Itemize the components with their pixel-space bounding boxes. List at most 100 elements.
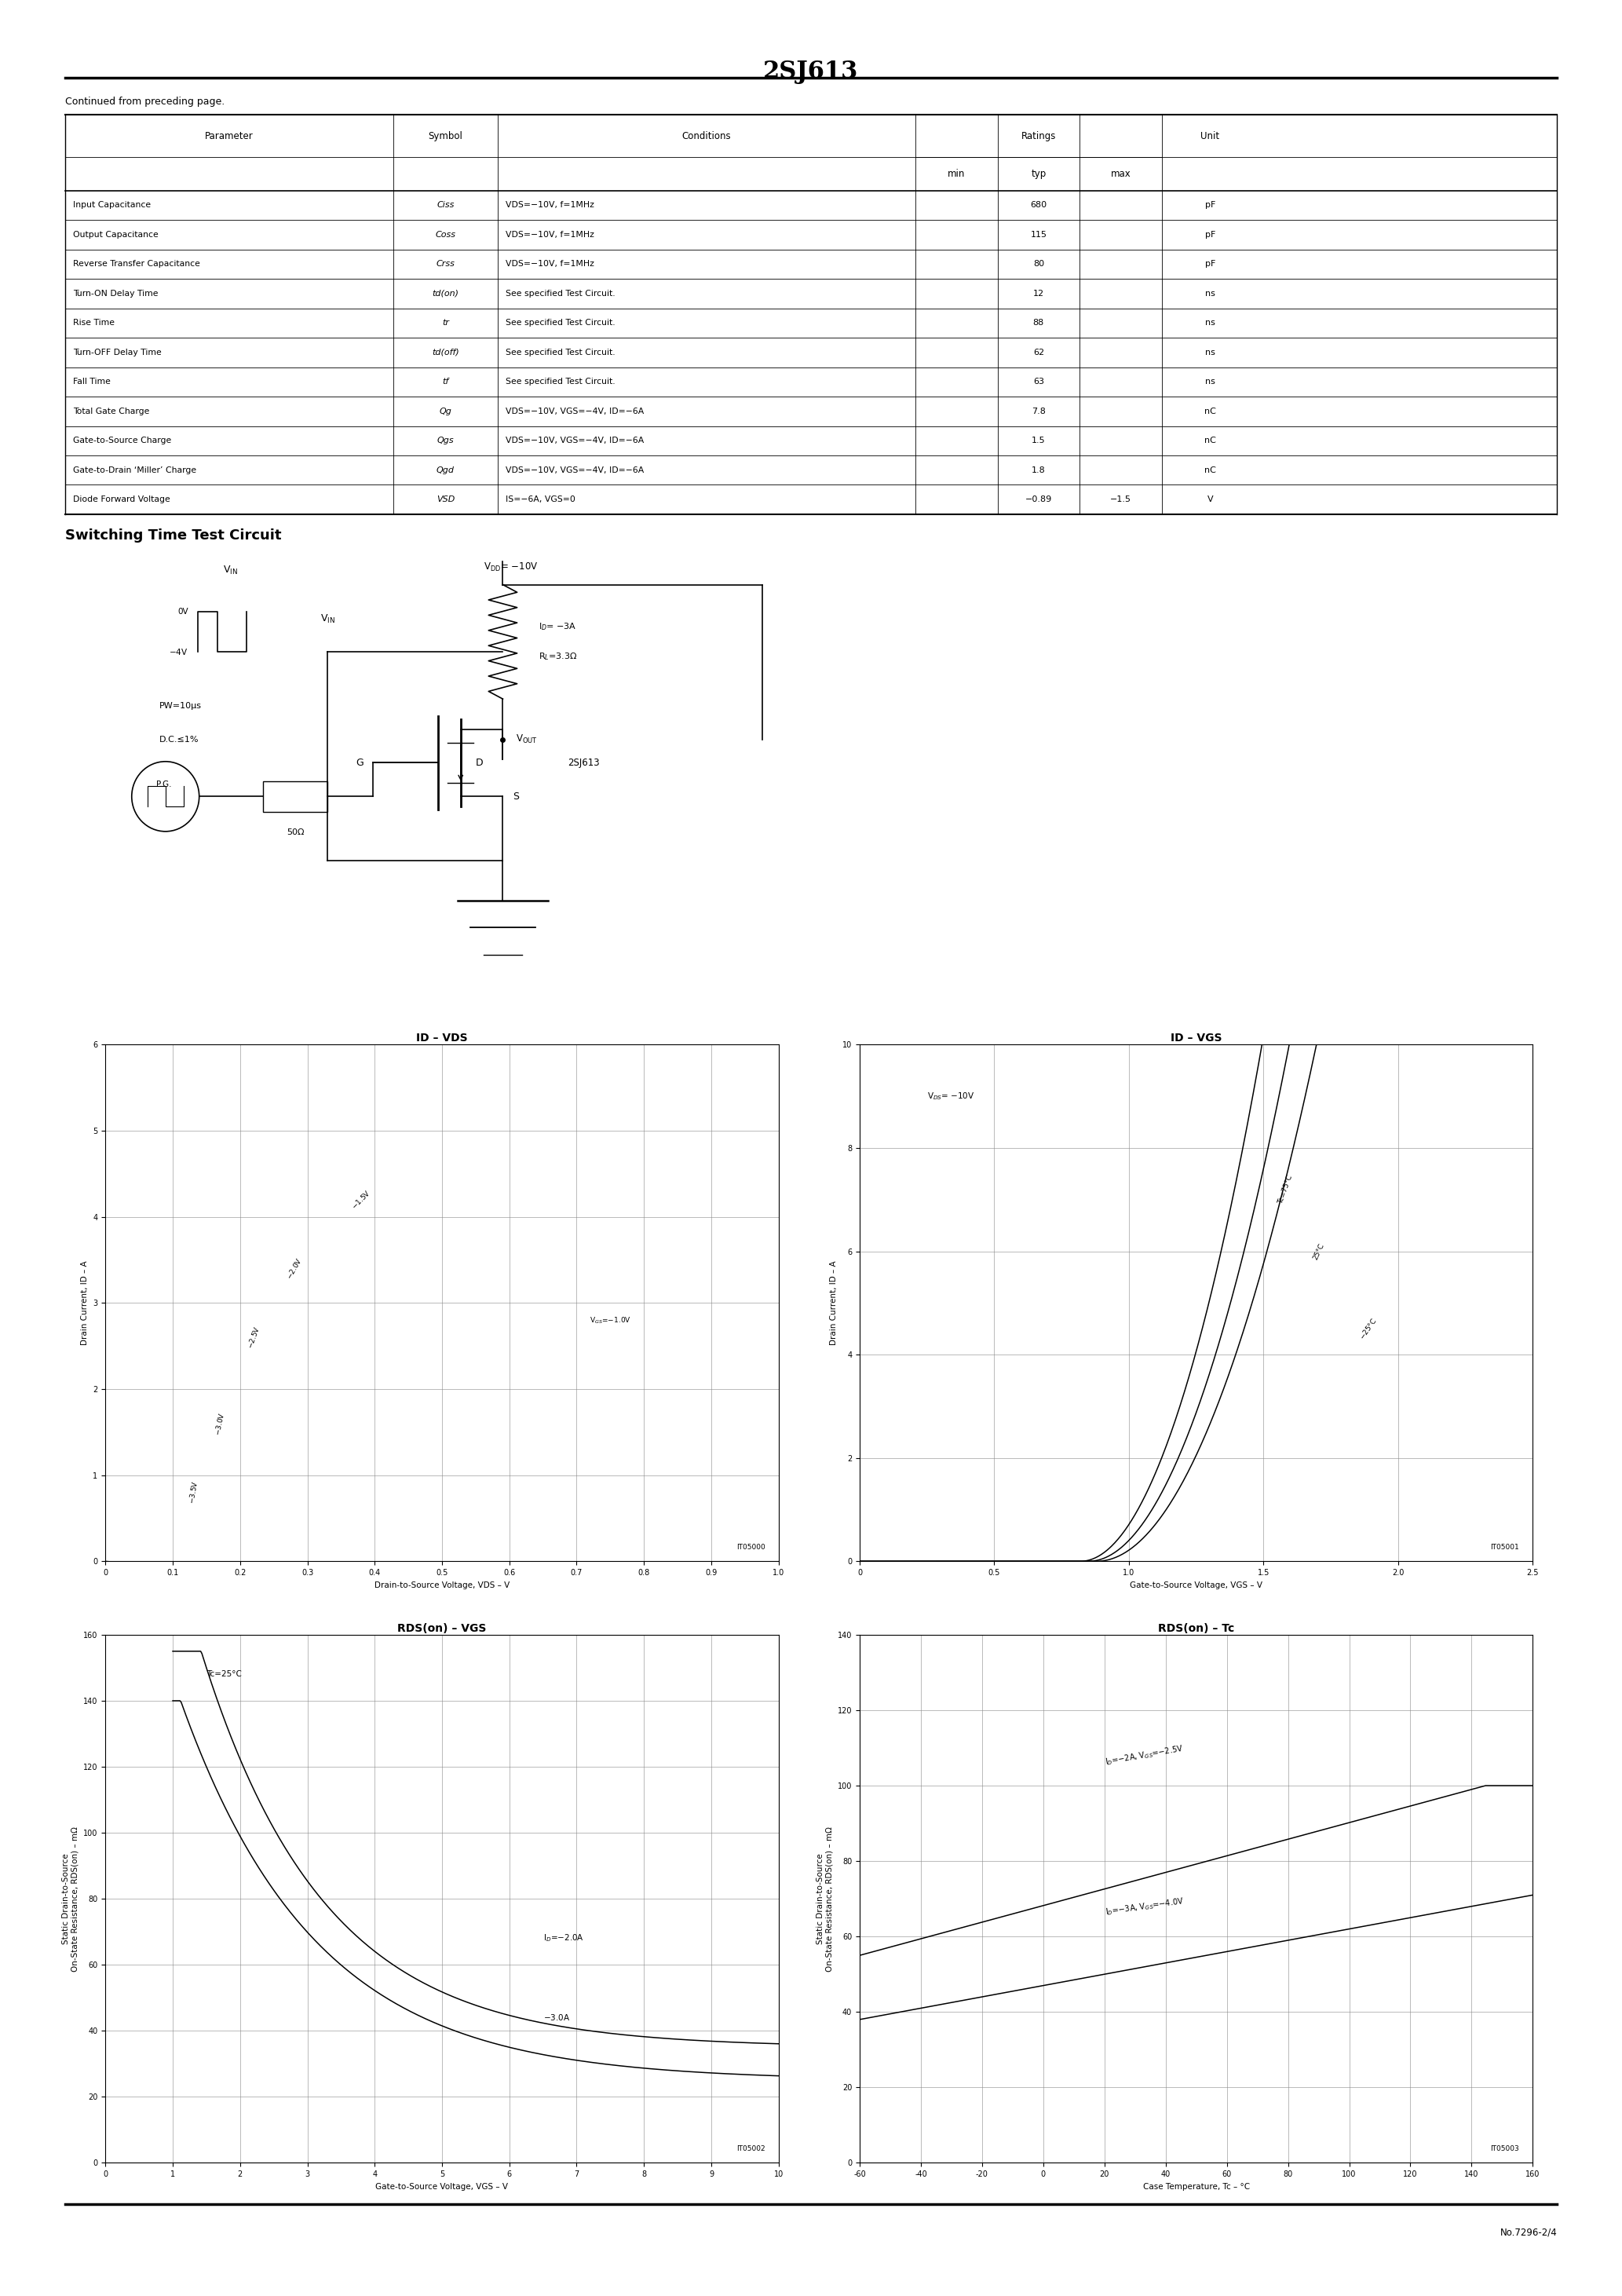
Text: G: G: [355, 758, 363, 767]
Text: VDS=−10V, VGS=−4V, ID=−6A: VDS=−10V, VGS=−4V, ID=−6A: [506, 406, 644, 416]
Text: Tc=25°C: Tc=25°C: [206, 1671, 242, 1678]
Text: See specified Test Circuit.: See specified Test Circuit.: [506, 379, 615, 386]
Text: Qgd: Qgd: [436, 466, 454, 473]
Text: Reverse Transfer Capacitance: Reverse Transfer Capacitance: [73, 259, 200, 269]
Text: Conditions: Conditions: [681, 131, 732, 140]
Text: 88: 88: [1033, 319, 1045, 326]
Text: 63: 63: [1033, 379, 1045, 386]
Text: V$_{GS}$=$-$1.0V: V$_{GS}$=$-$1.0V: [589, 1316, 631, 1325]
Text: typ: typ: [1032, 170, 1046, 179]
Text: Output Capacitance: Output Capacitance: [73, 232, 159, 239]
Text: IT05003: IT05003: [1491, 2144, 1520, 2151]
Text: Switching Time Test Circuit: Switching Time Test Circuit: [65, 528, 281, 542]
Text: −1.5: −1.5: [1109, 496, 1131, 503]
Bar: [263, 781, 328, 813]
Text: 62: 62: [1033, 349, 1045, 356]
Text: $-$2.0V: $-$2.0V: [284, 1256, 303, 1281]
Text: Qgs: Qgs: [436, 436, 454, 445]
Text: V$_{\rm OUT}$: V$_{\rm OUT}$: [516, 732, 537, 746]
Text: V: V: [1207, 496, 1213, 503]
Text: 50Ω: 50Ω: [287, 829, 303, 836]
Text: R$_L$=3.3$\Omega$: R$_L$=3.3$\Omega$: [539, 652, 577, 661]
Text: VDS=−10V, VGS=−4V, ID=−6A: VDS=−10V, VGS=−4V, ID=−6A: [506, 466, 644, 473]
Title: RDS(on) – VGS: RDS(on) – VGS: [397, 1623, 487, 1635]
Text: VDS=−10V, f=1MHz: VDS=−10V, f=1MHz: [506, 232, 594, 239]
Y-axis label: Static Drain-to-Source
On-State Resistance, RDS(on) – mΩ: Static Drain-to-Source On-State Resistan…: [816, 1825, 834, 1972]
Text: td(on): td(on): [431, 289, 459, 298]
Text: IS=−6A, VGS=0: IS=−6A, VGS=0: [506, 496, 576, 503]
Title: RDS(on) – Tc: RDS(on) – Tc: [1158, 1623, 1234, 1635]
Text: PW=10μs: PW=10μs: [159, 703, 201, 709]
Text: Tc=75°C: Tc=75°C: [1277, 1173, 1294, 1205]
Text: V$_{DS}$= $-$10V: V$_{DS}$= $-$10V: [928, 1091, 975, 1102]
Text: tf: tf: [443, 379, 449, 386]
Text: Input Capacitance: Input Capacitance: [73, 202, 151, 209]
Text: Ciss: Ciss: [436, 202, 454, 209]
Text: 0V: 0V: [177, 608, 188, 615]
Text: Diode Forward Voltage: Diode Forward Voltage: [73, 496, 170, 503]
Text: IT05000: IT05000: [736, 1543, 766, 1552]
Text: V$_{\rm IN}$: V$_{\rm IN}$: [222, 565, 238, 576]
Text: pF: pF: [1205, 259, 1215, 269]
Text: $-$3.0A: $-$3.0A: [543, 2014, 569, 2023]
Text: td(off): td(off): [431, 349, 459, 356]
Text: I$_D$=$-$3A, V$_{GS}$=$-$4.0V: I$_D$=$-$3A, V$_{GS}$=$-$4.0V: [1105, 1896, 1184, 1917]
Text: Total Gate Charge: Total Gate Charge: [73, 406, 149, 416]
Text: Gate-to-Source Charge: Gate-to-Source Charge: [73, 436, 172, 445]
Y-axis label: Static Drain-to-Source
On-State Resistance, RDS(on) – mΩ: Static Drain-to-Source On-State Resistan…: [62, 1825, 79, 1972]
Text: Rise Time: Rise Time: [73, 319, 115, 326]
Text: Turn-ON Delay Time: Turn-ON Delay Time: [73, 289, 159, 298]
Title: ID – VDS: ID – VDS: [417, 1033, 467, 1045]
Text: No.7296-2/4: No.7296-2/4: [1500, 2227, 1557, 2236]
Text: pF: pF: [1205, 202, 1215, 209]
Text: S: S: [513, 792, 519, 801]
Text: nC: nC: [1205, 406, 1216, 416]
Text: Unit: Unit: [1200, 131, 1220, 140]
Text: $-$3.5V: $-$3.5V: [187, 1481, 200, 1504]
Text: P.G.: P.G.: [156, 781, 172, 788]
Text: $-$1.5V: $-$1.5V: [350, 1189, 373, 1210]
Text: Gate-to-Drain ‘Miller’ Charge: Gate-to-Drain ‘Miller’ Charge: [73, 466, 196, 473]
Text: V$_{\rm IN}$: V$_{\rm IN}$: [320, 613, 336, 625]
Text: 12: 12: [1033, 289, 1045, 298]
X-axis label: Drain-to-Source Voltage, VDS – V: Drain-to-Source Voltage, VDS – V: [375, 1582, 509, 1589]
Y-axis label: Drain Current, ID – A: Drain Current, ID – A: [830, 1261, 839, 1345]
Text: ns: ns: [1205, 379, 1215, 386]
Text: ns: ns: [1205, 289, 1215, 298]
Title: ID – VGS: ID – VGS: [1171, 1033, 1221, 1045]
Text: −0.89: −0.89: [1025, 496, 1053, 503]
Text: VDS=−10V, f=1MHz: VDS=−10V, f=1MHz: [506, 259, 594, 269]
Text: max: max: [1111, 170, 1131, 179]
Text: 2SJ613: 2SJ613: [764, 60, 858, 85]
Text: pF: pF: [1205, 232, 1215, 239]
Text: Turn-OFF Delay Time: Turn-OFF Delay Time: [73, 349, 162, 356]
Text: Crss: Crss: [436, 259, 454, 269]
Text: See specified Test Circuit.: See specified Test Circuit.: [506, 289, 615, 298]
Text: IT05002: IT05002: [736, 2144, 766, 2151]
Text: I$_D$=$-$2.0A: I$_D$=$-$2.0A: [543, 1933, 584, 1945]
Text: min: min: [947, 170, 965, 179]
Text: ns: ns: [1205, 349, 1215, 356]
Y-axis label: Drain Current, ID – A: Drain Current, ID – A: [81, 1261, 89, 1345]
Text: 1.8: 1.8: [1032, 466, 1046, 473]
Text: IT05001: IT05001: [1491, 1543, 1520, 1552]
Text: See specified Test Circuit.: See specified Test Circuit.: [506, 319, 615, 326]
Text: I$_D$= $-$3A: I$_D$= $-$3A: [539, 622, 576, 631]
Text: 1.5: 1.5: [1032, 436, 1046, 445]
X-axis label: Gate-to-Source Voltage, VGS – V: Gate-to-Source Voltage, VGS – V: [376, 2183, 508, 2190]
Text: 115: 115: [1030, 232, 1046, 239]
Text: 25°C: 25°C: [1312, 1242, 1325, 1261]
X-axis label: Gate-to-Source Voltage, VGS – V: Gate-to-Source Voltage, VGS – V: [1131, 1582, 1262, 1589]
Text: 80: 80: [1033, 259, 1045, 269]
Text: VDS=−10V, f=1MHz: VDS=−10V, f=1MHz: [506, 202, 594, 209]
Text: Fall Time: Fall Time: [73, 379, 110, 386]
Text: $-$3.0V: $-$3.0V: [212, 1412, 227, 1435]
Text: Symbol: Symbol: [428, 131, 462, 140]
Text: Qg: Qg: [440, 406, 451, 416]
Text: ns: ns: [1205, 319, 1215, 326]
Text: nC: nC: [1205, 436, 1216, 445]
Text: tr: tr: [441, 319, 449, 326]
Text: 680: 680: [1030, 202, 1046, 209]
Text: $-$2.5V: $-$2.5V: [245, 1325, 261, 1350]
Text: V$_{\rm DD}$= $-$10V: V$_{\rm DD}$= $-$10V: [483, 560, 539, 574]
